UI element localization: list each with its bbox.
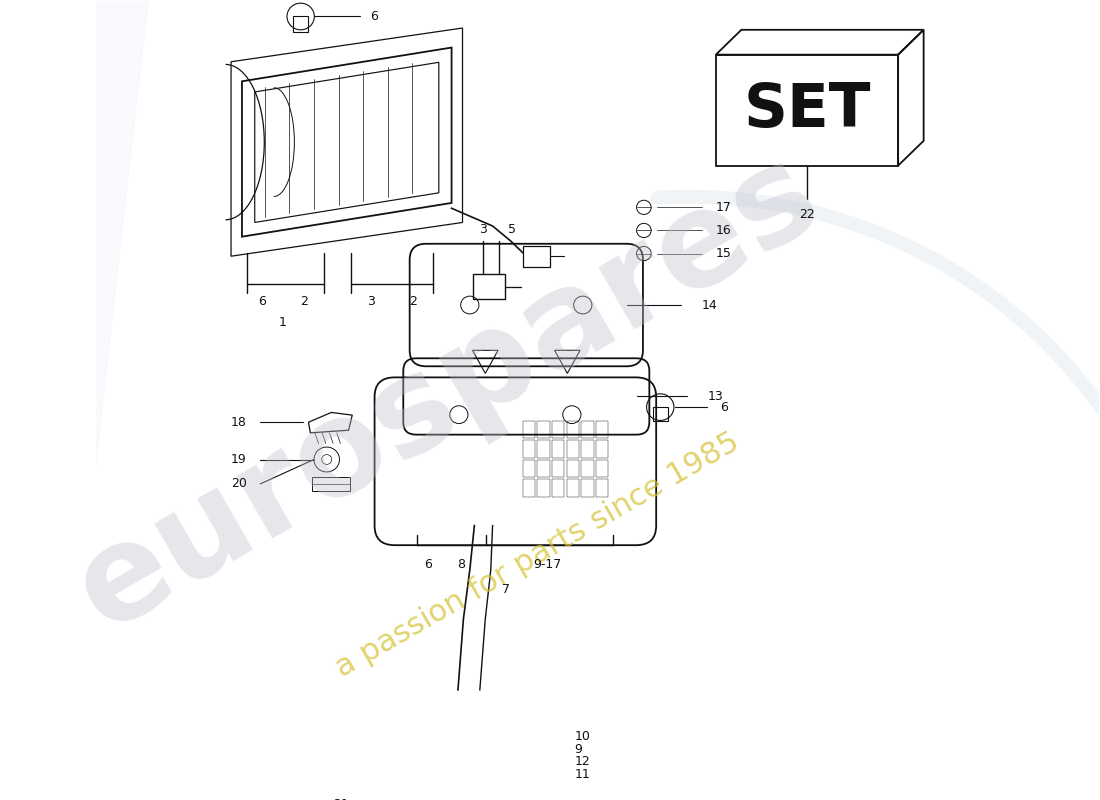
Text: 17: 17 <box>716 201 732 214</box>
Text: 13: 13 <box>707 390 724 403</box>
Text: 16: 16 <box>716 224 732 237</box>
Text: 6: 6 <box>425 558 432 571</box>
Bar <box>522 479 535 497</box>
Text: 7: 7 <box>503 583 510 596</box>
Bar <box>582 421 594 438</box>
Text: 12: 12 <box>574 755 591 768</box>
Bar <box>582 479 594 497</box>
Polygon shape <box>0 0 151 746</box>
Bar <box>537 441 550 458</box>
Text: 3: 3 <box>367 295 375 308</box>
Bar <box>552 421 564 438</box>
Bar <box>566 479 579 497</box>
Bar <box>468 769 490 789</box>
Bar <box>522 441 535 458</box>
Text: 10: 10 <box>574 730 591 743</box>
Text: 9: 9 <box>574 743 583 756</box>
Text: 15: 15 <box>716 247 732 260</box>
Bar <box>522 421 535 438</box>
Text: 11: 11 <box>574 768 591 781</box>
Text: 6: 6 <box>370 10 377 23</box>
Text: 20: 20 <box>231 478 246 490</box>
Text: 2: 2 <box>409 295 417 308</box>
Bar <box>449 728 513 770</box>
Bar <box>566 421 579 438</box>
Bar <box>537 460 550 478</box>
Bar <box>552 479 564 497</box>
Text: 2: 2 <box>300 295 308 308</box>
Bar <box>537 421 550 438</box>
Bar <box>566 460 579 478</box>
Bar <box>552 441 564 458</box>
Bar <box>653 407 668 422</box>
Bar <box>294 17 308 33</box>
Bar <box>582 441 594 458</box>
Bar <box>522 460 535 478</box>
Text: 22: 22 <box>799 208 815 221</box>
Text: 8: 8 <box>458 558 465 571</box>
Bar <box>596 421 608 438</box>
Bar <box>552 460 564 478</box>
Text: 18: 18 <box>231 416 246 429</box>
Bar <box>596 460 608 478</box>
Bar <box>312 478 351 490</box>
Text: 1: 1 <box>279 316 287 330</box>
Bar <box>522 246 550 267</box>
Text: 3: 3 <box>480 223 487 236</box>
Text: 19: 19 <box>231 453 246 466</box>
Text: 6: 6 <box>258 295 266 308</box>
Text: eurospares: eurospares <box>54 128 840 656</box>
Text: 21: 21 <box>333 798 349 800</box>
Text: 5: 5 <box>508 223 516 236</box>
Text: 6: 6 <box>720 401 728 414</box>
Text: 14: 14 <box>702 298 717 311</box>
Bar <box>537 479 550 497</box>
Bar <box>566 441 579 458</box>
Text: a passion for parts since 1985: a passion for parts since 1985 <box>330 427 745 683</box>
Bar <box>473 274 505 299</box>
Text: SET: SET <box>744 81 871 140</box>
Bar <box>596 479 608 497</box>
Bar <box>596 441 608 458</box>
Bar <box>582 460 594 478</box>
Text: 9-17: 9-17 <box>534 558 561 571</box>
